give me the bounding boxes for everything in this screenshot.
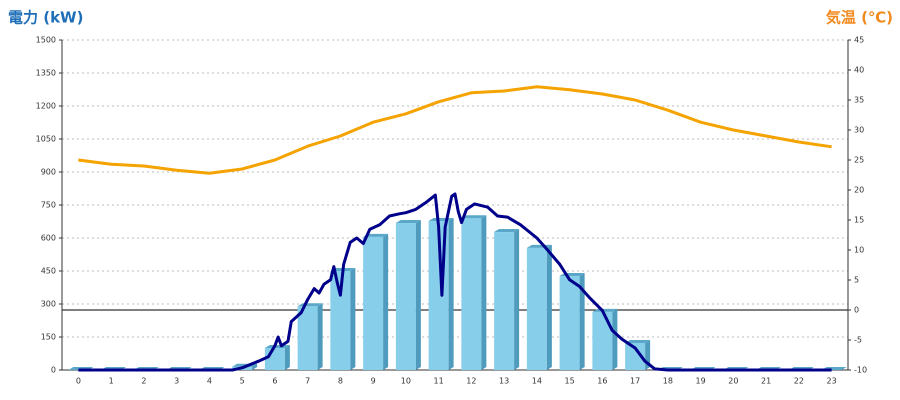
y-tick-label: 150 [41,333,56,342]
y-tick-label: 300 [41,300,56,309]
x-tick-label: 12 [466,377,476,386]
x-tick-label: 18 [663,377,673,386]
x-tick-label: 2 [141,377,146,386]
y-tick-label: 600 [41,234,56,243]
x-tick-label: 0 [76,377,81,386]
y-tick-label: 1200 [36,102,56,111]
bar-side [252,363,258,370]
x-tick-label: 15 [565,377,575,386]
x-tick-label: 21 [761,377,771,386]
y2-tick-label: 30 [854,126,864,135]
y-tick-label: 1350 [36,69,56,78]
bar [363,236,384,370]
x-tick-label: 1 [109,377,114,386]
x-tick-label: 20 [728,377,738,386]
bar-top [592,308,618,312]
y-tick-label: 1500 [36,36,56,45]
y2-tick-label: 35 [854,96,864,105]
y2-tick-label: 15 [854,216,864,225]
bar [297,306,318,370]
y2-tick-label: 25 [854,156,864,165]
bar [559,276,580,370]
y2-tick-label: -5 [854,336,862,345]
x-tick-label: 6 [272,377,277,386]
y2-tick-label: -10 [854,366,867,375]
y2-tick-label: 40 [854,66,864,75]
x-tick-label: 10 [401,377,411,386]
bar-top [625,339,651,343]
bar [494,232,515,370]
bar [625,342,646,370]
y2-tick-label: 5 [854,276,859,285]
bar-side [514,229,520,370]
x-tick-label: 4 [207,377,212,386]
y-axis-title: 電力 (kW) [8,9,83,27]
y-tick-label: 450 [41,267,56,276]
bar [264,348,285,370]
x-tick-label: 14 [532,377,542,386]
x-tick-label: 8 [338,377,343,386]
bar [395,223,416,370]
bar-top [494,229,520,233]
bar-top [395,220,421,224]
y2-axis-title: 気温 (℃) [826,9,893,27]
bar-side [481,215,487,370]
bar [461,218,482,370]
line [78,85,832,175]
x-tick-label: 13 [499,377,509,386]
bar-top [363,233,389,237]
y-tick-label: 1050 [36,135,56,144]
bar-side [284,345,290,370]
bar-side [448,218,454,370]
y-tick-label: 900 [41,168,56,177]
line [78,192,832,372]
y-tick-label: 750 [41,201,56,210]
x-tick-label: 19 [696,377,706,386]
bar-side [415,220,421,370]
y-tick-label: 0 [51,366,56,375]
bar [330,271,351,370]
y2-tick-label: 20 [854,186,864,195]
x-tick-label: 11 [434,377,444,386]
bar-side [612,308,618,370]
bar [526,247,547,370]
y2-tick-label: 10 [854,246,864,255]
bar-side [383,233,389,370]
y2-tick-label: 0 [854,306,859,315]
x-tick-label: 9 [371,377,376,386]
x-tick-label: 7 [305,377,310,386]
x-tick-label: 5 [240,377,245,386]
bar-top [461,215,487,219]
x-tick-label: 22 [794,377,804,386]
bar [592,311,613,370]
bar-side [546,244,552,370]
bar-side [317,303,323,370]
x-tick-label: 16 [597,377,607,386]
bar-side [579,273,585,370]
x-tick-label: 23 [827,377,837,386]
y2-tick-label: 45 [854,36,864,45]
x-tick-label: 17 [630,377,640,386]
bar-side [350,268,356,370]
x-tick-label: 3 [174,377,179,386]
